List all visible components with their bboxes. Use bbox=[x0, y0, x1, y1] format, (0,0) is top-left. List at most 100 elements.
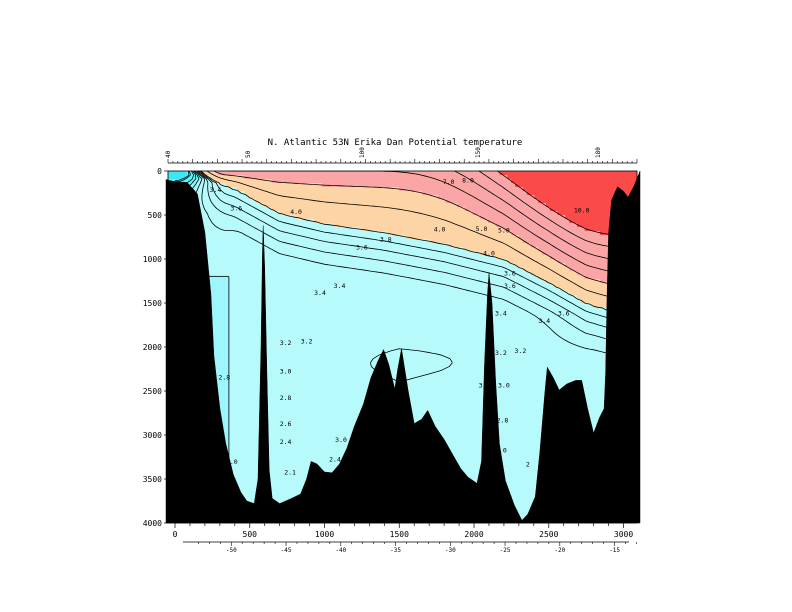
band-cell bbox=[252, 263, 257, 268]
band-cell bbox=[379, 275, 385, 280]
band-cell bbox=[310, 387, 315, 392]
band-cell bbox=[279, 419, 284, 424]
band-cell bbox=[317, 375, 323, 380]
band-cell bbox=[333, 203, 338, 208]
band-cell bbox=[271, 491, 277, 496]
band-cell bbox=[325, 395, 331, 400]
band-cell bbox=[236, 463, 242, 468]
band-cell bbox=[198, 199, 203, 204]
band-cell bbox=[271, 211, 277, 216]
band-cell bbox=[248, 479, 253, 484]
band-cell bbox=[345, 191, 350, 196]
band-cell bbox=[236, 307, 242, 312]
band-cell bbox=[271, 411, 277, 416]
band-cell bbox=[360, 195, 365, 200]
band-cell bbox=[356, 191, 362, 196]
band-cell bbox=[290, 371, 296, 376]
band-cell bbox=[267, 255, 273, 260]
band-cell bbox=[317, 215, 323, 220]
band-cell bbox=[368, 187, 373, 192]
band-cell bbox=[244, 351, 250, 356]
band-cell bbox=[298, 459, 304, 464]
band-cell bbox=[383, 171, 389, 176]
band-cell bbox=[364, 331, 369, 336]
band-cell bbox=[236, 483, 242, 488]
band-cell bbox=[287, 203, 292, 208]
band-cell bbox=[294, 431, 300, 436]
band-cell bbox=[229, 175, 234, 180]
band-cell bbox=[283, 275, 288, 280]
band-cell bbox=[221, 363, 226, 368]
band-cell bbox=[225, 275, 230, 280]
band-cell bbox=[232, 251, 238, 256]
band-cell bbox=[364, 243, 369, 248]
band-cell bbox=[375, 223, 381, 228]
band-cell bbox=[317, 179, 323, 184]
band-cell bbox=[290, 263, 296, 268]
band-cell bbox=[287, 239, 292, 244]
band-cell bbox=[321, 431, 327, 436]
band-cell bbox=[225, 291, 230, 296]
band-cell bbox=[372, 195, 377, 200]
band-cell bbox=[383, 303, 389, 308]
band-cell bbox=[364, 231, 369, 236]
band-cell bbox=[337, 335, 342, 340]
band-cell bbox=[341, 215, 346, 220]
band-cell bbox=[314, 271, 319, 276]
band-cell bbox=[275, 395, 280, 400]
band-cell bbox=[383, 227, 389, 232]
band-cell bbox=[263, 315, 269, 320]
band-cell bbox=[321, 319, 327, 324]
band-cell bbox=[236, 279, 242, 284]
band-cell bbox=[256, 347, 261, 352]
band-cell bbox=[333, 447, 338, 452]
band-cell bbox=[267, 339, 273, 344]
band-cell bbox=[232, 307, 238, 312]
band-cell bbox=[294, 399, 300, 404]
band-cell bbox=[302, 451, 307, 456]
band-cell bbox=[240, 415, 246, 420]
band-cell bbox=[345, 239, 350, 244]
band-cell bbox=[275, 227, 280, 232]
band-cell bbox=[271, 315, 277, 320]
band-cell bbox=[209, 275, 215, 280]
band-cell bbox=[341, 335, 346, 340]
band-cell bbox=[337, 251, 342, 256]
band-cell bbox=[205, 223, 211, 228]
band-cell bbox=[348, 315, 354, 320]
band-cell bbox=[341, 199, 346, 204]
band-cell bbox=[383, 191, 389, 196]
band-cell bbox=[271, 435, 277, 440]
band-cell bbox=[275, 271, 280, 276]
band-cell bbox=[302, 351, 307, 356]
band-cell bbox=[271, 271, 277, 276]
band-cell bbox=[321, 447, 327, 452]
band-cell bbox=[267, 219, 273, 224]
band-cell bbox=[317, 463, 323, 468]
band-cell bbox=[275, 311, 280, 316]
band-cell bbox=[329, 367, 335, 372]
band-cell bbox=[244, 303, 250, 308]
band-cell bbox=[298, 247, 304, 252]
band-cell bbox=[217, 311, 222, 316]
band-cell bbox=[306, 295, 311, 300]
band-cell bbox=[232, 431, 238, 436]
band-cell bbox=[375, 219, 381, 224]
band-cell bbox=[275, 499, 280, 504]
band-cell bbox=[310, 267, 315, 272]
band-cell bbox=[294, 363, 300, 368]
band-cell bbox=[287, 335, 292, 340]
band-cell bbox=[248, 307, 253, 312]
band-cell bbox=[221, 171, 226, 176]
band-cell bbox=[345, 295, 350, 300]
band-cell bbox=[348, 355, 354, 360]
band-cell bbox=[244, 495, 250, 500]
band-cell bbox=[345, 355, 350, 360]
band-cell bbox=[287, 315, 292, 320]
band-cell bbox=[333, 399, 338, 404]
band-cell bbox=[240, 399, 246, 404]
band-cell bbox=[232, 427, 238, 432]
band-cell bbox=[356, 339, 362, 344]
band-cell bbox=[248, 287, 253, 292]
band-cell bbox=[345, 383, 350, 388]
